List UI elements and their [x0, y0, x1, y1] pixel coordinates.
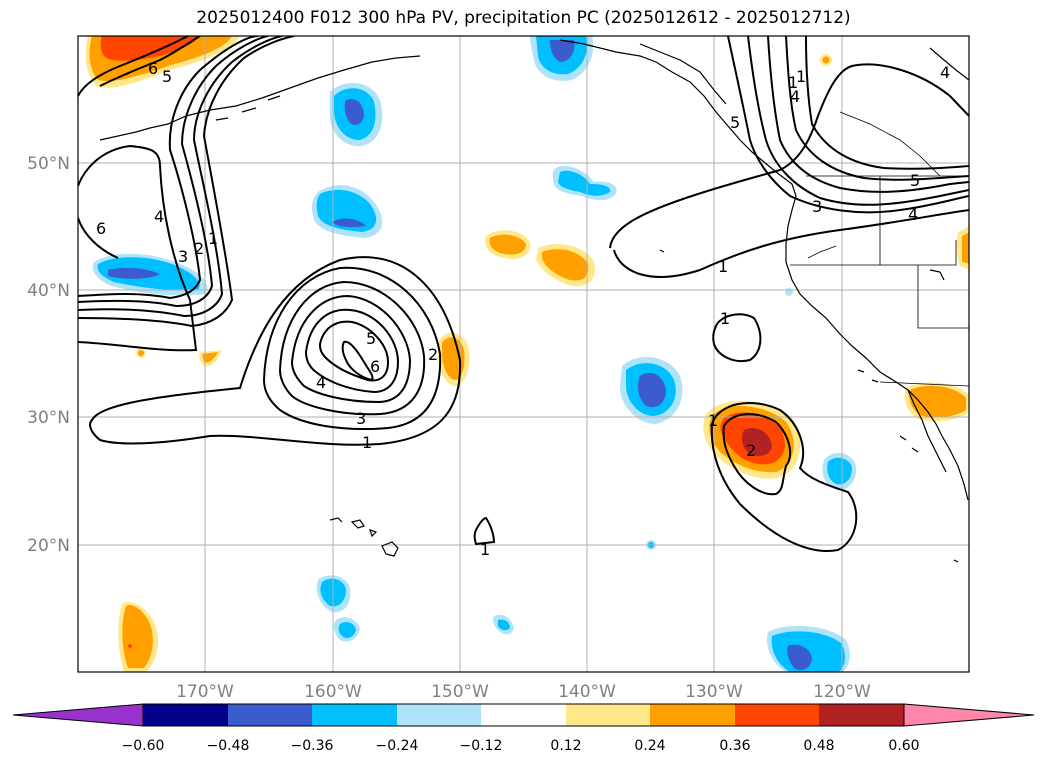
map-background [78, 36, 969, 672]
pv-contours [78, 36, 969, 552]
contour-label: 1 [208, 229, 218, 248]
colorbar-segment [819, 704, 904, 726]
latitude-labels: 50°N 40°N 30°N 20°N [27, 154, 70, 556]
contour-label: 3 [812, 197, 822, 216]
colorbar-extend-low [12, 703, 144, 727]
contour-label: 4 [316, 373, 326, 392]
colorbar-tick-label: −0.36 [291, 738, 334, 754]
contour-label: 5 [730, 113, 740, 132]
colorbar-segments [12, 703, 1035, 727]
colorbar-tick-label: 0.60 [888, 738, 919, 754]
colorbar-tick-label: 0.12 [550, 738, 581, 754]
lon-label: 160°W [304, 682, 362, 702]
precipitation-shading [85, 36, 969, 672]
colorbar-segment [566, 704, 650, 726]
contour-label: 1 [480, 540, 490, 559]
longitude-labels: 170°W 160°W 150°W 140°W 130°W 120°W [176, 682, 871, 702]
contour-label: 4 [154, 207, 164, 226]
contour-label: 5 [910, 171, 920, 190]
colorbar-segment [650, 704, 735, 726]
colorbar-tick-label: 0.36 [719, 738, 750, 754]
contour-label: 3 [178, 247, 188, 266]
colorbar-segment [481, 704, 566, 726]
colorbar-segment [397, 704, 481, 726]
contour-label: 1 [708, 411, 718, 430]
map-frame [77, 35, 970, 673]
colorbar-segment [735, 704, 819, 726]
contour-label: 4 [908, 205, 918, 224]
colorbar-tick-label: −0.24 [376, 738, 419, 754]
contour-label: 5 [162, 67, 172, 86]
contour-label: 6 [96, 219, 106, 238]
contour-label: 1 [788, 73, 798, 92]
contour-label: 4 [940, 63, 950, 82]
lon-label: 150°W [431, 682, 489, 702]
contour-label: 6 [148, 59, 158, 78]
colorbar-tick-label: 0.48 [803, 738, 834, 754]
contour-label: 5 [366, 329, 376, 348]
colorbar-extend-high [903, 703, 1035, 727]
contour-label: 6 [370, 357, 380, 376]
lat-label: 50°N [27, 154, 70, 174]
contour-label: 3 [356, 409, 366, 428]
lat-label: 30°N [27, 408, 70, 428]
contour-label: 1 [720, 309, 730, 328]
lon-label: 170°W [176, 682, 234, 702]
map-title: 2025012400 F012 300 hPa PV, precipitatio… [196, 8, 851, 28]
lon-label: 140°W [558, 682, 616, 702]
contour-label: 1 [718, 257, 728, 276]
colorbar-tick-label: −0.12 [460, 738, 503, 754]
contour-label: 1 [362, 433, 372, 452]
lat-label: 20°N [27, 536, 70, 556]
map-layers: 6 5 6 4 3 2 1 5 6 4 3 2 1 1 1 2 1 1 4 4 … [78, 36, 969, 672]
contour-label: 4 [790, 87, 800, 106]
colorbar-outline [142, 703, 905, 727]
colorbar-segment [228, 704, 312, 726]
contour-label: 2 [746, 441, 756, 460]
colorbar: −0.60 −0.48 −0.36 −0.24 −0.12 0.12 0.24 … [12, 703, 1035, 754]
colorbar-segment [143, 704, 228, 726]
contour-label: 2 [194, 239, 204, 258]
colorbar-tick-label: −0.48 [207, 738, 250, 754]
lon-label: 130°W [685, 682, 743, 702]
colorbar-tick-label: −0.60 [122, 738, 165, 754]
colorbar-tick-label: 0.24 [634, 738, 665, 754]
lat-label: 40°N [27, 281, 70, 301]
colorbar-labels: −0.60 −0.48 −0.36 −0.24 −0.12 0.12 0.24 … [122, 738, 920, 754]
contour-label: 1 [796, 67, 806, 86]
lon-label: 120°W [813, 682, 871, 702]
map-gridlines [78, 36, 969, 672]
contour-label: 2 [428, 345, 438, 364]
contour-labels: 6 5 6 4 3 2 1 5 6 4 3 2 1 1 1 2 1 1 4 4 … [96, 59, 950, 559]
colorbar-segment [312, 704, 397, 726]
